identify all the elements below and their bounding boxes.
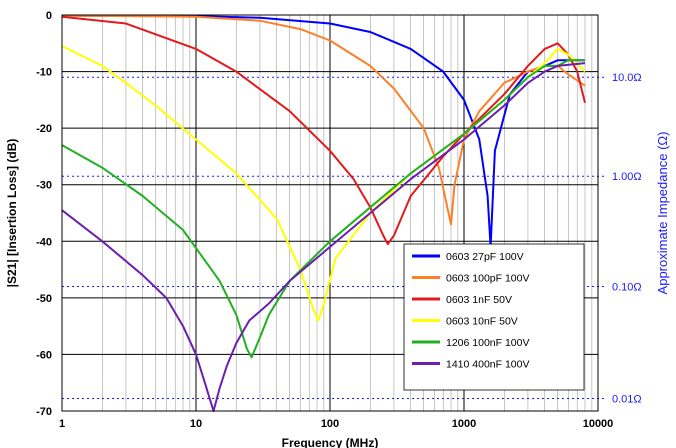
legend-box — [403, 243, 585, 391]
legend-label: 0603 100pF 100V — [446, 273, 530, 285]
x-tick-label: 10 — [190, 418, 202, 430]
x-tick-label: 100 — [321, 418, 339, 430]
x-axis-label: Frequency (MHz) — [282, 436, 379, 448]
y-axis-ticks: 0 -10 -20 -30 -40 -50 -60 -70 — [36, 10, 52, 418]
y-axis-label: |S21| [Insertion Loss] (dB) — [5, 139, 19, 288]
x-tick-label: 1 — [59, 418, 65, 430]
right-tick-label: 0.01Ω — [612, 394, 642, 406]
legend-label: 1410 400nF 100V — [446, 359, 530, 371]
y-tick-label: -70 — [36, 406, 52, 418]
series-line — [61, 14, 585, 248]
series-line — [61, 62, 586, 412]
impedance-reference-lines — [62, 76, 606, 400]
right-axis-label: Approximate Impedance (Ω) — [655, 132, 670, 295]
legend-label: 0603 27pF 100V — [446, 251, 524, 263]
right-axis-ticks: 10.0Ω 1.00Ω 0.10Ω 0.01Ω — [612, 72, 642, 405]
series-line — [61, 15, 586, 246]
x-tick-label: 10000 — [583, 418, 614, 430]
y-tick-label: -10 — [36, 67, 52, 79]
series-layer — [61, 14, 586, 412]
y-tick-label: -40 — [36, 236, 52, 248]
legend-label: 0603 10nF 50V — [446, 316, 518, 328]
legend-label: 0603 1nF 50V — [446, 294, 512, 306]
right-tick-label: 1.00Ω — [612, 171, 642, 183]
legend-label: 1206 100nF 100V — [446, 337, 530, 349]
right-tick-label: 10.0Ω — [612, 72, 642, 84]
y-tick-label: 0 — [46, 10, 52, 22]
right-tick-label: 0.10Ω — [612, 282, 642, 294]
plot-border — [61, 14, 599, 412]
y-tick-label: -60 — [36, 349, 52, 361]
x-axis-ticks: 1 10 100 1000 10000 — [59, 418, 613, 430]
y-tick-label: -50 — [36, 293, 52, 305]
y-tick-label: -30 — [36, 180, 52, 192]
x-tick-label: 1000 — [452, 418, 476, 430]
legend: 0603 27pF 100V 0603 100pF 100V 0603 1nF 50… — [403, 243, 585, 391]
y-tick-label: -20 — [36, 123, 52, 135]
series-line — [61, 45, 586, 322]
